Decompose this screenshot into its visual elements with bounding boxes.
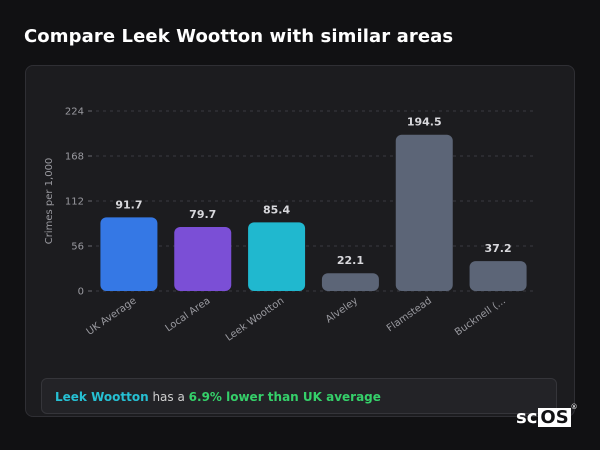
- logo-sc: sc: [516, 406, 538, 428]
- logo-registered-mark: ®: [570, 403, 578, 411]
- y-tick-label: 56: [71, 242, 84, 253]
- bar[interactable]: [248, 222, 306, 291]
- x-tick-label: Alveley: [324, 295, 360, 325]
- bar[interactable]: [100, 217, 158, 291]
- y-tick-label: 168: [65, 152, 84, 163]
- summary-delta: 6.9% lower than UK average: [188, 390, 381, 404]
- gridlines: [96, 110, 535, 292]
- y-axis-label: Crimes per 1,000: [44, 158, 55, 245]
- logo-os: OS: [538, 406, 571, 428]
- summary-callout: Leek Wootton has a 6.9% lower than UK av…: [41, 378, 557, 414]
- page-title: Compare Leek Wootton with similar areas: [24, 26, 454, 47]
- x-tick-label: Flamstead: [385, 295, 434, 334]
- bar[interactable]: [321, 273, 379, 291]
- bar-value-label: 85.4: [263, 203, 290, 216]
- bar-value-label: 79.7: [189, 208, 216, 221]
- bar[interactable]: [395, 134, 453, 291]
- bar-value-label: 37.2: [485, 242, 512, 255]
- x-tick-label: UK Average: [85, 295, 139, 337]
- x-axis-ticks: UK Average Local Area Leek Wootton Alveley F…: [85, 295, 508, 343]
- summary-text: has a: [148, 390, 189, 404]
- value-labels: 91.7 79.7 85.4 22.1 194.5 37.2: [115, 116, 511, 268]
- summary-place: Leek Wootton: [55, 390, 149, 404]
- x-tick-label: Bucknell (...: [453, 295, 508, 338]
- bar[interactable]: [469, 261, 527, 291]
- bar-value-label: 22.1: [337, 254, 364, 267]
- bar-value-label: 194.5: [407, 116, 442, 129]
- bar-value-label: 91.7: [115, 198, 142, 211]
- scos-logo: sc OS ®: [516, 403, 578, 428]
- y-tick-label: 0: [78, 287, 84, 298]
- y-tick-label: 224: [65, 107, 84, 118]
- x-tick-label: Leek Wootton: [224, 295, 286, 343]
- x-tick-label: Local Area: [163, 295, 212, 334]
- y-tick-label: 112: [65, 197, 84, 208]
- bar[interactable]: [174, 226, 232, 291]
- bars: [100, 134, 527, 291]
- y-axis-ticks: 0 56 112 168 224: [65, 107, 92, 298]
